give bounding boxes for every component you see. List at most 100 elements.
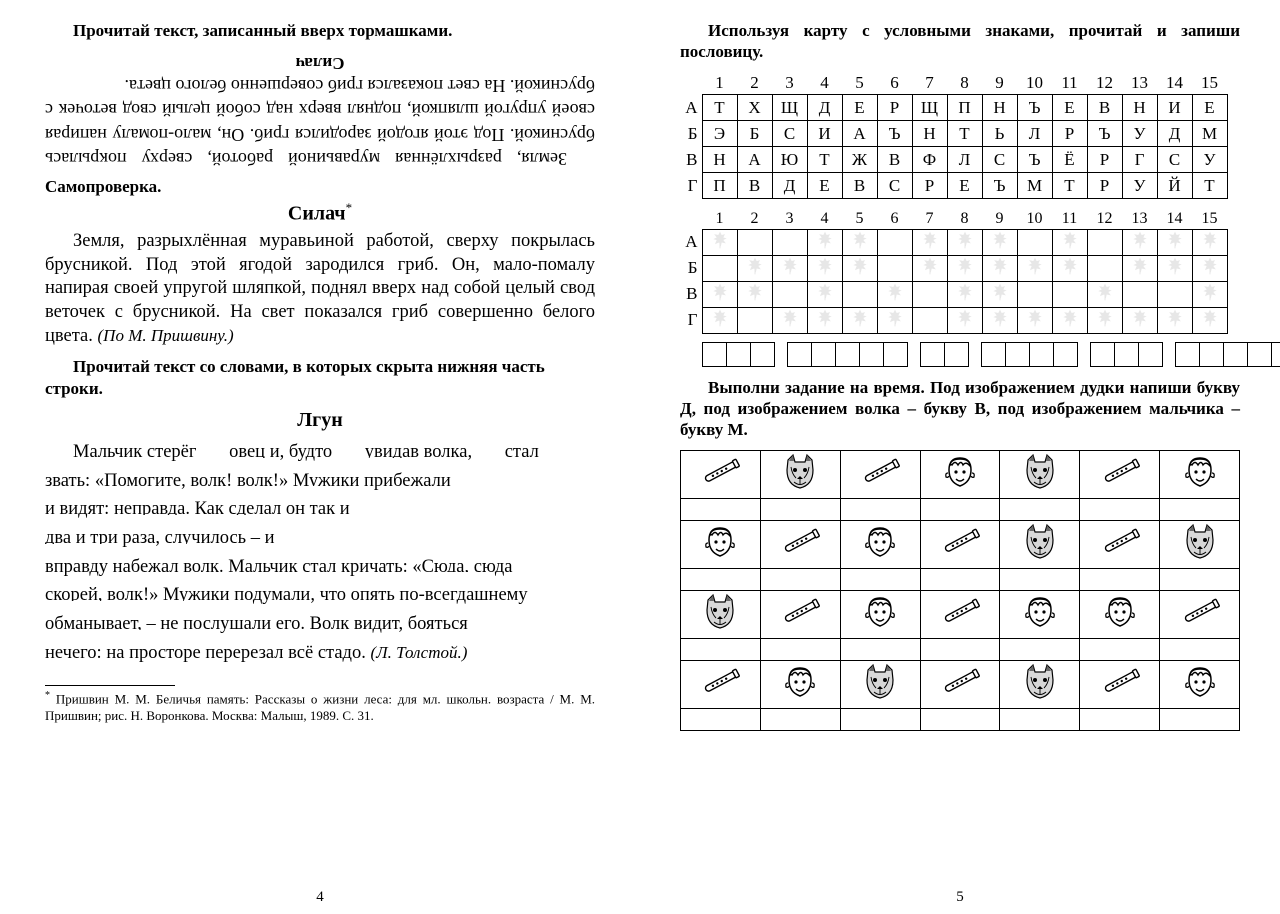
- leaf-cell[interactable]: [1192, 307, 1227, 333]
- answer-box[interactable]: [787, 342, 812, 367]
- leaf-cell[interactable]: [702, 229, 737, 255]
- leaf-cell[interactable]: [842, 307, 877, 333]
- answer-box[interactable]: [1223, 342, 1248, 367]
- answer-cell[interactable]: [1000, 569, 1080, 591]
- answer-cell[interactable]: [840, 639, 920, 661]
- leaf-cell[interactable]: [982, 281, 1017, 307]
- leaf-cell[interactable]: [772, 229, 807, 255]
- leaf-cell[interactable]: [1157, 307, 1192, 333]
- leaf-cell[interactable]: [982, 229, 1017, 255]
- answer-cell[interactable]: [1000, 709, 1080, 731]
- leaf-cell[interactable]: [1052, 229, 1087, 255]
- leaf-cell[interactable]: [1087, 229, 1122, 255]
- answer-box[interactable]: [1053, 342, 1078, 367]
- leaf-cell[interactable]: [877, 255, 912, 281]
- answer-cell[interactable]: [1160, 709, 1240, 731]
- answer-cell[interactable]: [1080, 709, 1160, 731]
- leaf-cell[interactable]: [1052, 255, 1087, 281]
- answer-box[interactable]: [1005, 342, 1030, 367]
- answer-box[interactable]: [1271, 342, 1280, 367]
- leaf-cell[interactable]: [1192, 281, 1227, 307]
- answer-box[interactable]: [1029, 342, 1054, 367]
- leaf-cell[interactable]: [1052, 281, 1087, 307]
- leaf-cell[interactable]: [842, 229, 877, 255]
- answer-cell[interactable]: [920, 639, 1000, 661]
- leaf-cell[interactable]: [1122, 307, 1157, 333]
- leaf-cell[interactable]: [1087, 255, 1122, 281]
- answer-cell[interactable]: [1160, 499, 1240, 521]
- answer-cell[interactable]: [840, 709, 920, 731]
- leaf-cell[interactable]: [982, 255, 1017, 281]
- answer-cell[interactable]: [920, 499, 1000, 521]
- leaf-cell[interactable]: [912, 229, 947, 255]
- answer-cell[interactable]: [840, 569, 920, 591]
- leaf-cell[interactable]: [947, 229, 982, 255]
- leaf-cell[interactable]: [737, 281, 772, 307]
- answer-box[interactable]: [1090, 342, 1115, 367]
- leaf-cell[interactable]: [737, 229, 772, 255]
- answer-cell[interactable]: [760, 569, 840, 591]
- leaf-cell[interactable]: [1087, 307, 1122, 333]
- leaf-cell[interactable]: [912, 307, 947, 333]
- leaf-cell[interactable]: [912, 255, 947, 281]
- leaf-cell[interactable]: [1017, 255, 1052, 281]
- leaf-cell[interactable]: [702, 307, 737, 333]
- leaf-cell[interactable]: [877, 307, 912, 333]
- leaf-cell[interactable]: [1087, 281, 1122, 307]
- answer-box[interactable]: [1175, 342, 1200, 367]
- answer-cell[interactable]: [760, 499, 840, 521]
- leaf-cell[interactable]: [772, 281, 807, 307]
- leaf-cell[interactable]: [772, 255, 807, 281]
- answer-box[interactable]: [835, 342, 860, 367]
- answer-box[interactable]: [811, 342, 836, 367]
- leaf-cell[interactable]: [1157, 229, 1192, 255]
- leaf-cell[interactable]: [842, 255, 877, 281]
- leaf-cell[interactable]: [947, 255, 982, 281]
- answer-cell[interactable]: [840, 499, 920, 521]
- leaf-cell[interactable]: [1122, 229, 1157, 255]
- leaf-cell[interactable]: [947, 281, 982, 307]
- answer-cell[interactable]: [1000, 499, 1080, 521]
- leaf-cell[interactable]: [1017, 229, 1052, 255]
- answer-cell[interactable]: [760, 639, 840, 661]
- answer-cell[interactable]: [1000, 639, 1080, 661]
- answer-cell[interactable]: [920, 569, 1000, 591]
- answer-box[interactable]: [883, 342, 908, 367]
- answer-box[interactable]: [859, 342, 884, 367]
- answer-box[interactable]: [1199, 342, 1224, 367]
- leaf-cell[interactable]: [1122, 281, 1157, 307]
- leaf-cell[interactable]: [912, 281, 947, 307]
- answer-cell[interactable]: [1080, 639, 1160, 661]
- answer-box[interactable]: [981, 342, 1006, 367]
- answer-cell[interactable]: [1080, 569, 1160, 591]
- answer-cell[interactable]: [920, 709, 1000, 731]
- answer-cell[interactable]: [1080, 499, 1160, 521]
- leaf-cell[interactable]: [1192, 229, 1227, 255]
- leaf-cell[interactable]: [702, 281, 737, 307]
- answer-box[interactable]: [702, 342, 727, 367]
- leaf-cell[interactable]: [842, 281, 877, 307]
- answer-cell[interactable]: [1160, 569, 1240, 591]
- answer-box[interactable]: [726, 342, 751, 367]
- answer-cell[interactable]: [681, 569, 761, 591]
- leaf-cell[interactable]: [807, 229, 842, 255]
- leaf-cell[interactable]: [982, 307, 1017, 333]
- leaf-cell[interactable]: [807, 307, 842, 333]
- leaf-cell[interactable]: [1017, 307, 1052, 333]
- leaf-cell[interactable]: [1122, 255, 1157, 281]
- leaf-cell[interactable]: [702, 255, 737, 281]
- answer-box[interactable]: [1138, 342, 1163, 367]
- answer-cell[interactable]: [681, 709, 761, 731]
- leaf-cell[interactable]: [1052, 307, 1087, 333]
- leaf-cell[interactable]: [877, 281, 912, 307]
- answer-box[interactable]: [944, 342, 969, 367]
- leaf-cell[interactable]: [772, 307, 807, 333]
- leaf-cell[interactable]: [807, 281, 842, 307]
- answer-cell[interactable]: [681, 639, 761, 661]
- leaf-cell[interactable]: [1157, 281, 1192, 307]
- leaf-cell[interactable]: [807, 255, 842, 281]
- leaf-cell[interactable]: [1017, 281, 1052, 307]
- leaf-cell[interactable]: [1192, 255, 1227, 281]
- answer-box[interactable]: [750, 342, 775, 367]
- leaf-cell[interactable]: [947, 307, 982, 333]
